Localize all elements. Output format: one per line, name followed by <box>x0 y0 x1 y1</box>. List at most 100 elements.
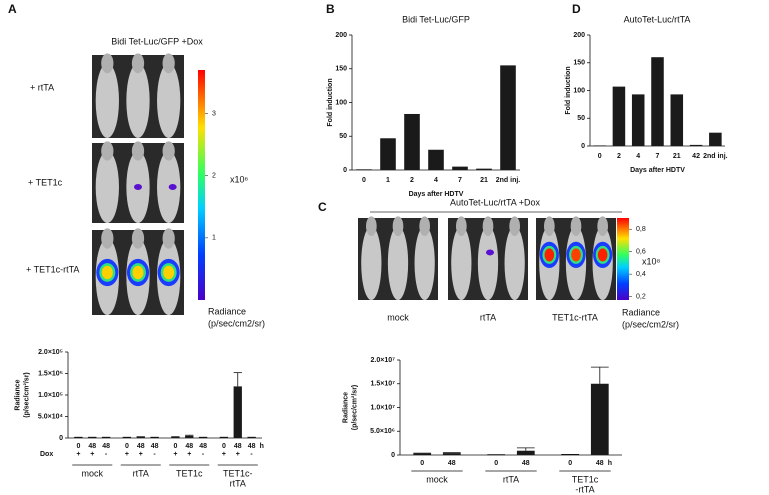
bar <box>247 437 256 438</box>
colorbar-tick-label: 3 <box>212 110 216 117</box>
group-label: rtTA <box>503 474 519 484</box>
colorbar-tick-label: 0,6 <box>636 249 646 256</box>
x-tick-label: 21 <box>480 177 488 184</box>
y-axis-label: Radiance <box>342 392 349 423</box>
group-label: mock <box>387 312 409 322</box>
bar <box>709 132 722 146</box>
colorbar-unit: x10⁸ <box>642 256 661 266</box>
x-tick-label: 0 <box>222 443 226 450</box>
mouse-head <box>392 216 404 237</box>
x-tick-label: 7 <box>656 153 660 160</box>
imaging-title: AutoTet-Luc/rtTA +Dox <box>450 197 541 207</box>
mouse-head <box>101 141 114 161</box>
bar <box>631 94 645 146</box>
bar <box>413 453 432 455</box>
mouse-head <box>162 228 175 249</box>
mouse <box>95 151 119 223</box>
y-axis-label: Fold induction <box>565 66 572 114</box>
unit-label: h <box>260 443 264 450</box>
panel-letter: D <box>572 2 581 16</box>
colorbar-tick-label: 2 <box>212 173 216 180</box>
row-label: + TET1c <box>28 177 63 187</box>
x-tick-label: 48 <box>448 460 456 467</box>
bar <box>404 113 420 170</box>
y-axis-label: Fold induction <box>327 78 334 126</box>
x-tick-label: 2 <box>410 177 414 184</box>
bar <box>452 166 468 170</box>
dox-label: + <box>173 451 177 458</box>
dox-label: + <box>125 451 129 458</box>
bar <box>150 437 159 438</box>
dox-label: + <box>187 451 191 458</box>
mouse <box>387 226 409 300</box>
imaging-title: Bidi Tet-Luc/GFP +Dox <box>111 36 203 46</box>
x-tick-label: 21 <box>673 153 681 160</box>
y-tick-label: 100 <box>573 87 585 94</box>
mouse <box>126 63 150 138</box>
dox-label: + <box>76 451 80 458</box>
dox-label: - <box>105 451 108 458</box>
x-tick-label: 0 <box>362 177 366 184</box>
mouse-head <box>419 216 430 237</box>
group-label: rtTA <box>133 468 149 478</box>
bar <box>122 437 132 438</box>
dox-label: + <box>236 451 240 458</box>
y-tick-label: 1.5×10⁵ <box>38 370 63 377</box>
y-tick-label: 2.0×10⁷ <box>371 357 396 364</box>
bar <box>233 386 242 438</box>
mouse <box>451 226 472 300</box>
y-tick-label: 0 <box>391 452 395 459</box>
colorbar-label: (p/sec/cm2/sr) <box>208 318 265 328</box>
mouse-head <box>570 216 582 237</box>
x-tick-label: 48 <box>88 443 96 450</box>
y-tick-label: 2.0×10⁵ <box>38 349 63 356</box>
signal <box>132 265 144 280</box>
mouse <box>504 226 525 300</box>
y-tick-label: 1.0×10⁵ <box>38 392 63 399</box>
signal <box>163 265 175 280</box>
panel-letter: A <box>8 2 17 16</box>
x-tick-label: 0 <box>173 443 177 450</box>
y-tick-label: 0 <box>343 167 347 174</box>
colorbar-label: (p/sec/cm2/sr) <box>622 319 679 329</box>
signal <box>168 184 177 190</box>
bar <box>136 436 145 438</box>
group-label: mock <box>81 468 103 478</box>
mouse-head <box>101 228 114 249</box>
group-label: mock <box>426 474 448 484</box>
x-tick-label: 4 <box>636 153 640 160</box>
y-axis-label: (p/sec/cm²/sr) <box>351 385 358 431</box>
x-tick-label: 48 <box>234 443 242 450</box>
colorbar-unit: x10⁶ <box>230 174 249 184</box>
mouse <box>477 226 499 300</box>
mouse-head <box>131 53 145 74</box>
x-tick-label: 0 <box>420 460 424 467</box>
mouse <box>157 63 181 138</box>
bar <box>593 145 606 146</box>
colorbar-label: Radiance <box>622 307 660 317</box>
x-tick-label: 2 <box>617 153 621 160</box>
mouse-head <box>366 216 377 237</box>
x-tick-label: 7 <box>458 177 462 184</box>
unit-label: h <box>608 460 612 467</box>
mouse <box>361 226 382 300</box>
group-label: rtTA <box>480 312 496 322</box>
colorbar-tick-label: 0,8 <box>636 226 646 233</box>
x-tick-label: 48 <box>137 443 145 450</box>
x-tick-label: 42 <box>692 153 700 160</box>
mouse-head <box>162 141 175 161</box>
colorbar <box>617 218 629 300</box>
bar <box>500 65 516 170</box>
colorbar-tick-label: 0,2 <box>636 293 646 300</box>
bar <box>651 57 664 147</box>
mouse-head <box>131 141 145 161</box>
bar <box>442 453 461 455</box>
signal <box>134 184 142 190</box>
group-label: TET1c-rtTA <box>552 312 598 322</box>
x-tick-label: 4 <box>434 177 438 184</box>
group-label: TET1c <box>176 468 203 478</box>
x-tick-label: 48 <box>185 443 193 450</box>
chart-title: AutoTet-Luc/rtTA <box>624 14 691 24</box>
y-tick-label: 150 <box>573 60 585 67</box>
dox-label: + <box>90 451 94 458</box>
